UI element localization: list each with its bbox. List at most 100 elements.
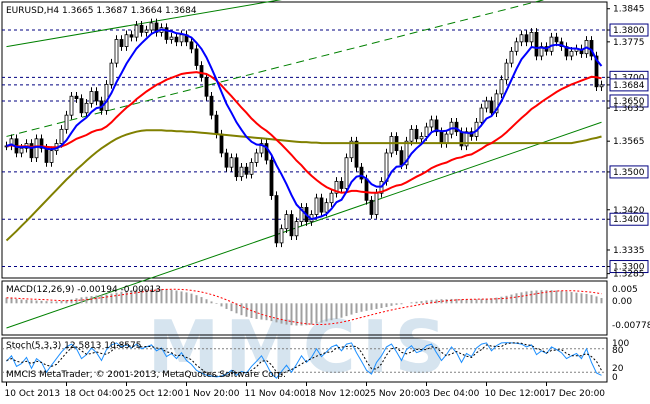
candle-body [194, 48, 199, 66]
time-tick-label: 18 Nov 12:00 [305, 389, 366, 399]
candle-body [594, 55, 599, 88]
price-tick-label: 1.3800 [613, 26, 645, 36]
candle-body [64, 114, 69, 130]
candle-body [504, 62, 509, 81]
candle-body [69, 95, 74, 116]
candle-body [399, 150, 404, 166]
candle-body [414, 128, 419, 140]
candle-body [534, 31, 539, 57]
candle-body [279, 228, 284, 244]
candle-body [224, 152, 229, 168]
time-tick-label: 10 Oct 2013 [5, 389, 61, 399]
candle-body [204, 76, 209, 97]
candle-body [364, 178, 369, 201]
candle-body [494, 93, 499, 114]
candle-body [89, 91, 94, 104]
price-level-tag [609, 23, 649, 37]
candle-body [34, 138, 39, 159]
candle-body [549, 36, 554, 52]
macd-panel [5, 288, 603, 326]
candle-body [39, 138, 44, 149]
candle-body [94, 91, 99, 102]
candle-body [104, 84, 109, 111]
price-tick-label: 1.3565 [613, 137, 645, 147]
candle-body [554, 36, 559, 43]
candle-body [454, 121, 459, 133]
price-panel [2, 0, 607, 329]
candle-body [179, 34, 184, 43]
candle-body [44, 147, 49, 163]
channel-lower-line [6, 121, 602, 329]
candle-body [424, 126, 429, 137]
candle-body [234, 157, 239, 178]
candle-body [219, 133, 224, 154]
candle-body [164, 27, 169, 40]
candle-body [299, 207, 304, 222]
price-panel-frame [1, 1, 608, 279]
candle-body [484, 100, 489, 109]
candle-body [249, 162, 254, 175]
price-tick-label: 1.3500 [613, 168, 645, 178]
price-tick-label: 1.3285 [613, 270, 645, 280]
candle-body [209, 95, 214, 116]
candle-body [244, 166, 249, 175]
candle-body [294, 221, 299, 237]
candle-body [519, 34, 524, 43]
candle-body [339, 180, 344, 189]
stoch-label: Stoch(5,3,3) 12.5813 10.8575 [6, 341, 141, 351]
candle-body [259, 143, 264, 154]
candle-body [254, 152, 259, 163]
candle-body [229, 157, 234, 168]
candle-body [139, 24, 144, 33]
time-tick-label: 25 Nov 20:00 [365, 389, 426, 399]
candle-body [74, 95, 79, 100]
candle-body [189, 41, 194, 50]
ohlc-label: 1.3665 1.3687 1.3664 1.3684 [62, 6, 197, 16]
candle-body [59, 128, 64, 144]
candle-body [174, 36, 179, 43]
candle-body [599, 84, 604, 88]
candle-body [359, 166, 364, 180]
candle-body [509, 50, 514, 64]
candle-body [129, 34, 134, 38]
candle-body [499, 79, 504, 95]
candle-body [404, 140, 409, 166]
price-level-tag [609, 260, 649, 274]
candle-body [329, 192, 334, 204]
price-tick-label: 1.3775 [613, 38, 645, 48]
candle-body [479, 107, 484, 123]
stoch-panel [2, 342, 607, 379]
price-tick-label: 1.3300 [613, 263, 645, 273]
candle-body [529, 31, 534, 43]
candle-body [274, 195, 279, 244]
candle-body [429, 119, 434, 128]
price-tick-label: 1.3845 [613, 5, 645, 15]
candle-body [344, 157, 349, 189]
stoch-tick-100: 100 [612, 339, 629, 349]
price-tick-label: 1.3684 [613, 81, 645, 91]
candle-body [514, 41, 519, 52]
stoch-tick-20: 20 [612, 364, 624, 374]
macd-panel-frame [1, 280, 608, 336]
price-level-tag [609, 212, 649, 226]
time-tick-label: 11 Nov 04:00 [245, 389, 306, 399]
candle-body [19, 147, 24, 154]
candle-body [314, 197, 319, 215]
stoch-tick-80: 80 [612, 346, 624, 356]
candle-body [79, 98, 84, 114]
stoch-signal-line [6, 342, 602, 377]
symbol-label: EURUSD,H4 [6, 6, 59, 16]
axes: 1.38451.38001.37751.37001.36841.36501.36… [5, 5, 649, 399]
stoch-tick-0: 0 [612, 373, 618, 383]
candle-body [419, 136, 424, 140]
ma-slow-line [5, 129, 602, 242]
candle-body [109, 62, 114, 85]
macd-tick-bottom: -0.00778 [612, 321, 650, 331]
candle-body [169, 36, 174, 40]
candle-body [569, 50, 574, 57]
candle-body [434, 119, 439, 133]
candle-body [114, 39, 119, 64]
price-tick-label: 1.3400 [613, 215, 645, 225]
